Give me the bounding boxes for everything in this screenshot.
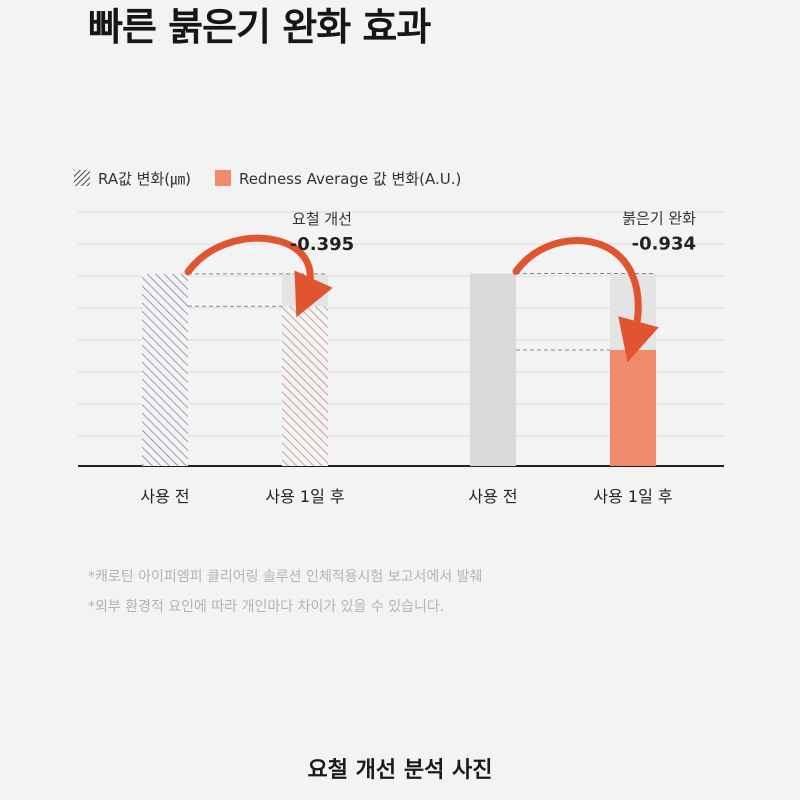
legend-item-ra: RA값 변화(㎛): [74, 168, 191, 189]
page-title: 빠른 붉은기 완화 효과: [88, 5, 431, 49]
x-tick-label: 사용 전: [140, 487, 189, 506]
x-tick-label: 사용 전: [468, 487, 517, 506]
change-arrow: [184, 234, 333, 318]
x-tick-label: 사용 1일 후: [593, 487, 672, 506]
bar-after: [282, 306, 328, 466]
bar-before: [142, 273, 188, 466]
footnote-disclaimer: *외부 환경적 요인에 따라 개인마다 차이가 있을 수 있습니다.: [88, 599, 445, 615]
change-value: -0.934: [632, 233, 696, 254]
legend-swatch-solid: [214, 170, 231, 186]
legend-swatch-hatch: [74, 170, 90, 186]
section-title: 요철 개선 분석 사진: [307, 758, 493, 783]
chart-marks: 요철 개선 -0.395 사용 전 사용 1일 후 붉은기 완화 -0.934 사용 전 사용…: [140, 209, 696, 506]
bar-before: [470, 273, 516, 466]
x-tick-label: 사용 1일 후: [265, 487, 344, 506]
change-arrow: [512, 237, 659, 363]
legend-label-redness: Redness Average 값 변화(A.U.): [238, 169, 462, 188]
bar-after: [610, 349, 656, 466]
change-label: 붉은기 완화: [622, 209, 696, 227]
footnote-source: *캐로틴 아이피엠피 클리어링 솔루션 인체적용시험 보고서에서 발췌: [88, 569, 483, 585]
change-label: 요철 개선: [292, 210, 352, 228]
chart-legend: RA값 변화(㎛) Redness Average 값 변화(A.U.): [74, 166, 485, 190]
legend-item-redness: Redness Average 값 변화(A.U.): [214, 168, 462, 189]
change-value: -0.395: [290, 234, 354, 255]
legend-label-ra: RA값 변화(㎛): [98, 169, 191, 188]
footnotes: *캐로틴 아이피엠피 클리어링 솔루션 인체적용시험 보고서에서 발췌 *외부 …: [88, 562, 482, 622]
